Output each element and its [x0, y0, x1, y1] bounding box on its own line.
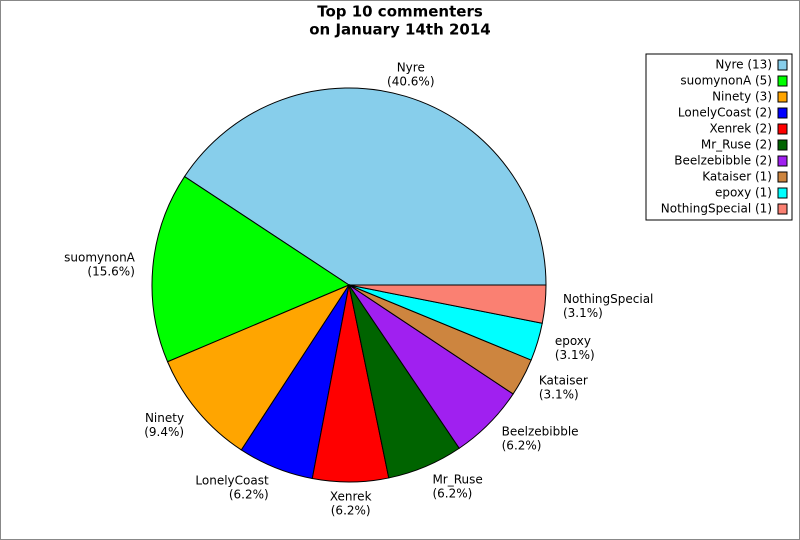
- pie-slice: [348, 284, 547, 324]
- slice-value-label: (9.4%): [144, 425, 184, 439]
- chart-title: Top 10 commenters: [317, 3, 483, 21]
- slice-label: NothingSpecial: [563, 292, 653, 306]
- legend-swatch: [777, 155, 788, 167]
- slice-label: Mr_Ruse: [432, 472, 482, 486]
- slice-value-label: (3.1%): [539, 387, 579, 401]
- slice-label: suomynonA: [64, 251, 136, 265]
- legend-label: NothingSpecial (1): [661, 202, 772, 216]
- pie-slice: [151, 175, 351, 363]
- legend-label: Beelzebibble (2): [674, 154, 772, 168]
- legend-swatch: [777, 123, 788, 135]
- legend-label: Xenrek (2): [710, 122, 772, 136]
- slice-label: Ninety: [145, 411, 184, 425]
- slice-label: Kataiser: [539, 373, 588, 387]
- legend-swatch: [777, 59, 788, 71]
- legend-label: Ninety (3): [712, 90, 772, 104]
- legend-swatch: [777, 203, 788, 215]
- legend-swatch: [777, 187, 788, 199]
- legend-label: Mr_Ruse (2): [701, 138, 772, 152]
- slice-label: LonelyCoast: [195, 474, 269, 488]
- legend-label: Kataiser (1): [702, 170, 772, 184]
- slice-value-label: (6.2%): [331, 503, 371, 517]
- legend-label: LonelyCoast (2): [678, 106, 772, 120]
- slice-label: epoxy: [555, 334, 591, 348]
- legend-swatch: [777, 91, 788, 103]
- legend-label: Nyre (13): [715, 58, 772, 72]
- legend-label: epoxy (1): [715, 186, 772, 200]
- chart-title: on January 14th 2014: [309, 21, 490, 39]
- slice-value-label: (6.2%): [229, 488, 269, 502]
- slice-value-label: (3.1%): [555, 348, 595, 362]
- legend-swatch: [777, 171, 788, 183]
- slice-label: Nyre: [397, 61, 425, 75]
- legend-label: suomynonA (5): [680, 74, 772, 88]
- pie-slice: [166, 283, 351, 451]
- slice-value-label: (6.2%): [432, 486, 472, 500]
- slice-value-label: (3.1%): [563, 306, 603, 320]
- legend-swatch: [777, 139, 788, 151]
- slice-label: Xenrek: [330, 489, 372, 503]
- slice-label: Beelzebibble: [502, 425, 579, 439]
- slice-value-label: (6.2%): [502, 439, 542, 453]
- legend-swatch: [777, 107, 788, 119]
- legend-swatch: [777, 75, 788, 87]
- slice-value-label: (15.6%): [87, 265, 134, 279]
- legend-box: [645, 53, 793, 221]
- slice-value-label: (40.6%): [387, 75, 434, 89]
